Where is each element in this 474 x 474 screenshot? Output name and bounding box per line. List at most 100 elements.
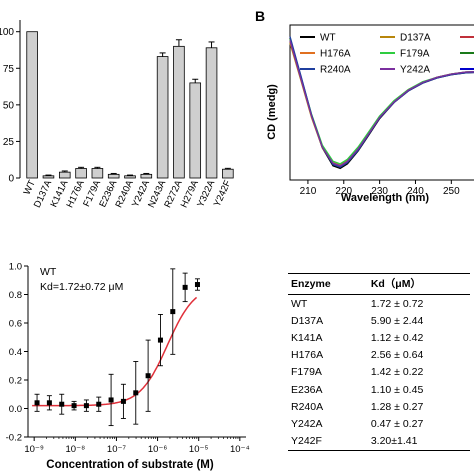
binding-y-tick-label: 0.8 bbox=[9, 290, 22, 301]
cd-series-line bbox=[289, 39, 474, 165]
cd-legend-label: H176A bbox=[320, 49, 351, 60]
kd-table-row: H176A 2.56 ± 0.64 bbox=[288, 347, 470, 364]
kd-value-cell: 2.56 ± 0.64 bbox=[370, 349, 424, 362]
bar-chart-panel-a: 0 25 50 75 100 WTD137AK141AH176AF179AE236AR2… bbox=[0, 20, 234, 210]
binding-x-axis-label: Concentration of substrate (M) bbox=[46, 459, 214, 471]
cd-spectrum-lines bbox=[289, 36, 474, 170]
bar-chart-y-tick-label: 100 bbox=[0, 27, 14, 38]
bar bbox=[107, 173, 120, 179]
bar bbox=[58, 171, 71, 179]
kd-enzyme-cell: Y242F bbox=[288, 432, 368, 451]
kd-value-cell: 0.47 ± 0.27 bbox=[370, 417, 424, 430]
kd-value-cell: 1.12 ± 0.42 bbox=[370, 331, 424, 344]
binding-x-tick-label: 10⁻⁴ bbox=[230, 444, 250, 455]
kd-enzyme-cell: D137A bbox=[291, 314, 324, 327]
cd-x-axis-label: Wavelength (nm) bbox=[341, 192, 430, 204]
kd-table-row: WT 1.72 ± 0.72 bbox=[288, 295, 470, 313]
kd-enzyme-cell: E236A bbox=[291, 383, 323, 396]
bar bbox=[124, 175, 136, 179]
binding-data-point bbox=[34, 400, 40, 406]
bar bbox=[189, 82, 202, 179]
binding-y-tick-label: 0.6 bbox=[9, 319, 22, 330]
bar bbox=[26, 31, 38, 179]
binding-y-tick-label: 0.0 bbox=[9, 404, 22, 415]
bar-chart-y-tick-label: 75 bbox=[3, 64, 15, 75]
binding-annotation-kd: Kd=1.72±0.72 μM bbox=[40, 281, 123, 293]
kd-enzyme-cell: R240A bbox=[291, 400, 324, 413]
cd-y-axis-label: CD (medg) bbox=[266, 84, 278, 140]
kd-table-row: D137A 5.90 ± 2.44 bbox=[288, 312, 470, 329]
binding-y-tick-label: 1.0 bbox=[9, 262, 22, 273]
binding-data-point bbox=[71, 403, 77, 409]
kd-table-header-kd: Kd（μM） bbox=[367, 273, 470, 295]
kd-value-cell: 5.90 ± 2.44 bbox=[370, 314, 424, 327]
binding-y-tick-label: -0.2 bbox=[6, 433, 22, 444]
kd-table-row: K141A 1.12 ± 0.42 bbox=[288, 329, 470, 346]
bar-chart-y-tick-label: 25 bbox=[3, 137, 15, 148]
bar-chart-x-tick-label: WT bbox=[22, 178, 38, 196]
cd-x-tick-label: 210 bbox=[300, 186, 317, 197]
kd-table: Enzyme Kd（μM） WT 1.72 ± 0.72 D137A 5.90 ± … bbox=[288, 273, 470, 451]
binding-y-tick-label: 0.4 bbox=[9, 347, 22, 358]
binding-data-point bbox=[157, 337, 163, 343]
binding-annotation-enzyme: WT bbox=[40, 266, 57, 278]
binding-data-point bbox=[83, 403, 89, 409]
cd-legend: WTD137AK14H176AF179AE23R240AY242AY bbox=[300, 33, 474, 76]
binding-x-axis: 10⁻⁹ 10⁻⁸ 10⁻⁷ 10⁻⁶ 10⁻⁵ 10⁻⁴ bbox=[24, 436, 250, 455]
kd-enzyme-cell: H176A bbox=[291, 349, 324, 362]
cd-x-tick-label: 220 bbox=[335, 186, 352, 197]
kd-table-row: F179A 1.42 ± 0.22 bbox=[288, 364, 470, 381]
kd-value-cell: 1.10 ± 0.45 bbox=[370, 383, 424, 396]
cd-x-tick-label: 240 bbox=[407, 186, 424, 197]
kd-enzyme-cell: F179A bbox=[291, 366, 322, 379]
kd-table-row: E236A 1.10 ± 0.45 bbox=[288, 381, 470, 398]
kd-table-row: Y242F 3.20±1.41 bbox=[288, 432, 470, 451]
kd-value-cell: 1.28 ± 0.27 bbox=[370, 400, 424, 413]
bar-chart-bars bbox=[26, 31, 234, 179]
binding-data-point bbox=[170, 309, 176, 315]
binding-data-point bbox=[108, 397, 114, 403]
binding-data-point bbox=[120, 398, 126, 404]
binding-data-point bbox=[194, 282, 200, 288]
cd-legend-label: R240A bbox=[320, 65, 351, 76]
bar bbox=[42, 175, 55, 179]
kd-value-cell: 3.20±1.41 bbox=[367, 432, 470, 451]
bar bbox=[222, 168, 234, 179]
binding-data-point bbox=[133, 390, 139, 396]
cd-legend-label: D137A bbox=[400, 33, 431, 44]
binding-x-tick-label: 10⁻⁷ bbox=[107, 444, 127, 455]
binding-data-point bbox=[145, 373, 151, 379]
binding-x-tick-label: 10⁻⁵ bbox=[189, 444, 209, 455]
binding-data-points bbox=[34, 268, 200, 427]
binding-data-point bbox=[182, 284, 188, 290]
bar-chart-y-axis: 0 25 50 75 100 bbox=[0, 20, 21, 185]
binding-curve-panel-c: -0.20.00.20.40.60.81.0 10⁻⁹ 10⁻⁸ 10⁻⁷ 10⁻⁶ 1… bbox=[6, 262, 250, 472]
cd-series-line bbox=[289, 40, 474, 167]
bar-chart-y-tick-label: 0 bbox=[8, 174, 14, 185]
bar-chart-y-tick-label: 50 bbox=[3, 100, 15, 111]
panel-b-label: B bbox=[255, 8, 265, 24]
bar bbox=[156, 56, 169, 179]
cd-plot-frame bbox=[289, 24, 474, 181]
binding-x-tick-label: 10⁻⁸ bbox=[66, 444, 86, 455]
bar bbox=[91, 168, 104, 179]
cd-x-tick-label: 230 bbox=[371, 186, 388, 197]
binding-x-tick-label: 10⁻⁶ bbox=[148, 444, 168, 455]
binding-y-tick-label: 0.2 bbox=[9, 376, 22, 387]
kd-value-cell: 1.42 ± 0.22 bbox=[370, 366, 424, 379]
kd-enzyme-cell: Y242A bbox=[291, 417, 323, 430]
cd-series-line bbox=[289, 36, 474, 168]
cd-series-line bbox=[289, 42, 474, 168]
kd-table-header-row: Enzyme Kd（μM） bbox=[288, 273, 470, 295]
kd-table-row: R240A 1.28 ± 0.27 bbox=[288, 398, 470, 415]
kd-value-cell: 1.72 ± 0.72 bbox=[370, 297, 424, 310]
binding-data-point bbox=[46, 400, 52, 406]
cd-legend-label: F179A bbox=[400, 49, 430, 60]
kd-table-row: Y242A 0.47 ± 0.27 bbox=[288, 415, 470, 432]
binding-data-point bbox=[59, 401, 65, 407]
cd-x-axis: 210 220 230 240 250 bbox=[300, 180, 460, 197]
kd-enzyme-cell: K141A bbox=[291, 331, 323, 344]
kd-enzyme-cell: WT bbox=[291, 297, 308, 310]
